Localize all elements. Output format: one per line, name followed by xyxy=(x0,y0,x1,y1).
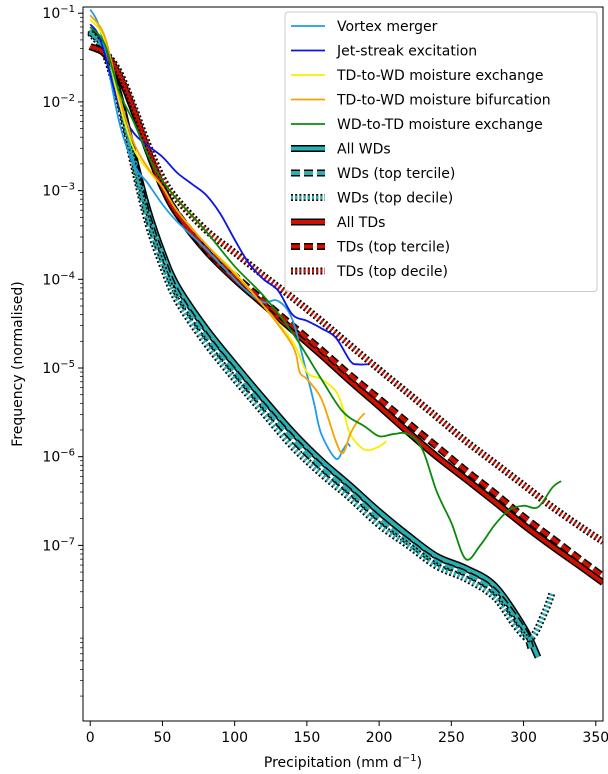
legend-label: WD-to-TD moisture exchange xyxy=(337,117,543,133)
legend-item: TDs (top decile) xyxy=(291,264,448,280)
y-tick-label: 10−3 xyxy=(42,182,75,200)
x-tick-label: 0 xyxy=(86,730,95,746)
legend-item: All TDs xyxy=(291,215,385,231)
y-tick-label: 10−6 xyxy=(42,448,75,466)
series-line-5 xyxy=(89,44,603,544)
series-line-9 xyxy=(89,14,366,455)
legend-label: Jet-streak excitation xyxy=(336,44,477,60)
legend-label: All WDs xyxy=(337,142,391,158)
series-line-4 xyxy=(89,44,603,578)
series-6 xyxy=(89,9,351,461)
legend-item: Jet-streak excitation xyxy=(291,44,477,60)
legend-label: WDs (top decile) xyxy=(337,191,453,207)
series-5 xyxy=(88,43,603,545)
legend-item: WDs (top tercile) xyxy=(291,166,455,182)
legend-item: All WDs xyxy=(291,142,391,158)
legend-label: Vortex merger xyxy=(337,19,438,35)
y-tick-label: 10−7 xyxy=(42,536,75,554)
series-line-1 xyxy=(88,30,533,649)
y-axis-title: Frequency (normalised) xyxy=(10,281,26,446)
legend-item: TD-to-WD moisture exchange xyxy=(291,68,543,84)
legend-item: WDs (top decile) xyxy=(291,191,453,207)
x-tick-label: 250 xyxy=(438,730,465,746)
legend: Vortex merger Jet-streak excitation TD-to-… xyxy=(284,11,598,292)
y-tick-label: 10−4 xyxy=(42,270,75,288)
legend-label: WDs (top tercile) xyxy=(337,166,455,182)
legend-item: Vortex merger xyxy=(291,19,438,35)
x-tick-label: 50 xyxy=(154,730,172,746)
series-line-6 xyxy=(89,9,351,461)
series-line-10 xyxy=(89,26,562,561)
legend-item: WD-to-TD moisture exchange xyxy=(291,117,543,133)
series-2 xyxy=(87,30,556,643)
legend-label: TDs (top decile) xyxy=(336,264,448,280)
x-tick-label: 200 xyxy=(366,730,393,746)
x-tick-label: 100 xyxy=(221,730,248,746)
legend-label: TDs (top tercile) xyxy=(336,240,450,256)
series-layer xyxy=(87,9,603,659)
x-axis-title: Precipitation (mm d−1) xyxy=(264,753,422,771)
legend-label: TD-to-WD moisture exchange xyxy=(336,68,543,84)
x-tick-label: 300 xyxy=(510,730,537,746)
legend-item: TD-to-WD moisture bifurcation xyxy=(291,93,551,109)
x-axis: 0 50 100 150 200 250 300 350 xyxy=(86,721,608,746)
series-4 xyxy=(88,43,603,579)
legend-label: TD-to-WD moisture bifurcation xyxy=(336,93,551,109)
y-tick-label: 10−2 xyxy=(42,93,75,111)
y-axis: 10−1 10−2 10−3 10−4 10−5 10−6 10−7 xyxy=(42,4,83,697)
x-tick-label: 350 xyxy=(582,730,608,746)
legend-item: TDs (top tercile) xyxy=(291,240,450,256)
x-tick-label: 150 xyxy=(294,730,321,746)
legend-box xyxy=(284,11,598,292)
y-tick-label: 10−1 xyxy=(42,4,75,22)
series-10 xyxy=(89,26,562,561)
plot-frame xyxy=(82,6,604,722)
series-1 xyxy=(87,29,535,650)
y-tick-label: 10−5 xyxy=(42,359,75,377)
series-line-2 xyxy=(88,31,555,641)
series-9 xyxy=(89,14,366,455)
legend-label: All TDs xyxy=(337,215,385,231)
